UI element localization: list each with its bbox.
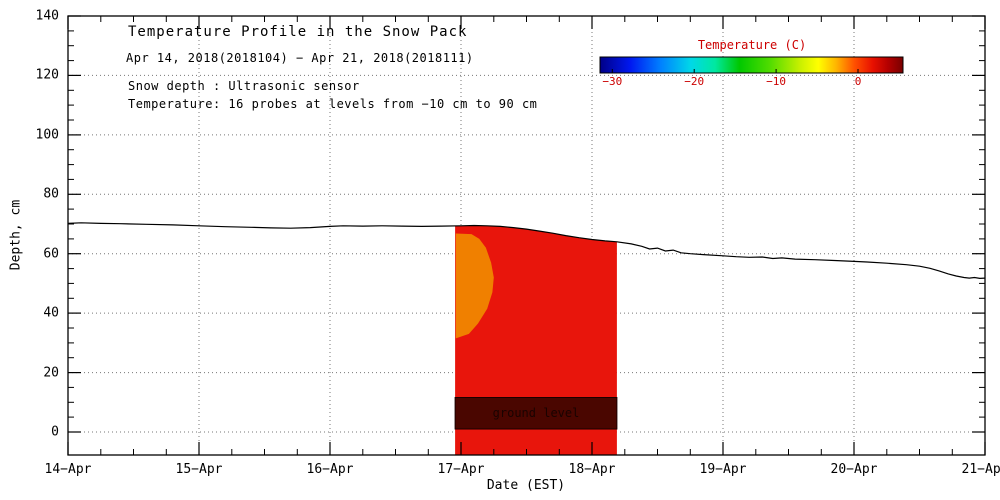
y-tick-label: 120 [35, 67, 59, 83]
colorbar-label: Temperature (C) [697, 38, 807, 52]
x-tick-label: 17−Apr [437, 462, 485, 477]
colorbar-tick-label: −30 [602, 75, 623, 88]
y-tick-label: 80 [43, 186, 59, 202]
y-tick-label: 140 [35, 8, 59, 24]
ground-level-label: ground level [492, 406, 580, 421]
y-tick-label: 20 [43, 365, 59, 381]
colorbar-tick-label: −20 [684, 75, 705, 88]
x-tick-label: 15−Apr [175, 462, 223, 477]
x-tick-label: 18−Apr [568, 462, 616, 477]
x-tick-label: 16−Apr [306, 462, 354, 477]
x-tick-label: 21−Apr [961, 462, 1000, 477]
x-tick-label: 20−Apr [830, 462, 878, 477]
chart-title: Temperature Profile in the Snow Pack [128, 24, 468, 40]
x-tick-label: 19−Apr [699, 462, 747, 477]
y-tick-label: 40 [43, 305, 59, 321]
chart-date-range: Apr 14, 2018(2018104) − Apr 21, 2018(201… [126, 51, 474, 65]
x-axis-label: Date (EST) [486, 478, 566, 493]
y-tick-label: 100 [35, 127, 59, 143]
note-temperature-probes: Temperature: 16 probes at levels from −1… [128, 97, 538, 111]
y-axis-label: Depth, cm [8, 199, 24, 271]
y-tick-label: 0 [51, 424, 59, 440]
colorbar-tick-label: 0 [854, 75, 862, 88]
y-tick-label: 60 [43, 246, 59, 262]
x-tick-label: 14−Apr [44, 462, 92, 477]
colorbar-tick-label: −10 [766, 75, 787, 88]
note-snow-depth-sensor: Snow depth : Ultrasonic sensor [128, 79, 360, 93]
